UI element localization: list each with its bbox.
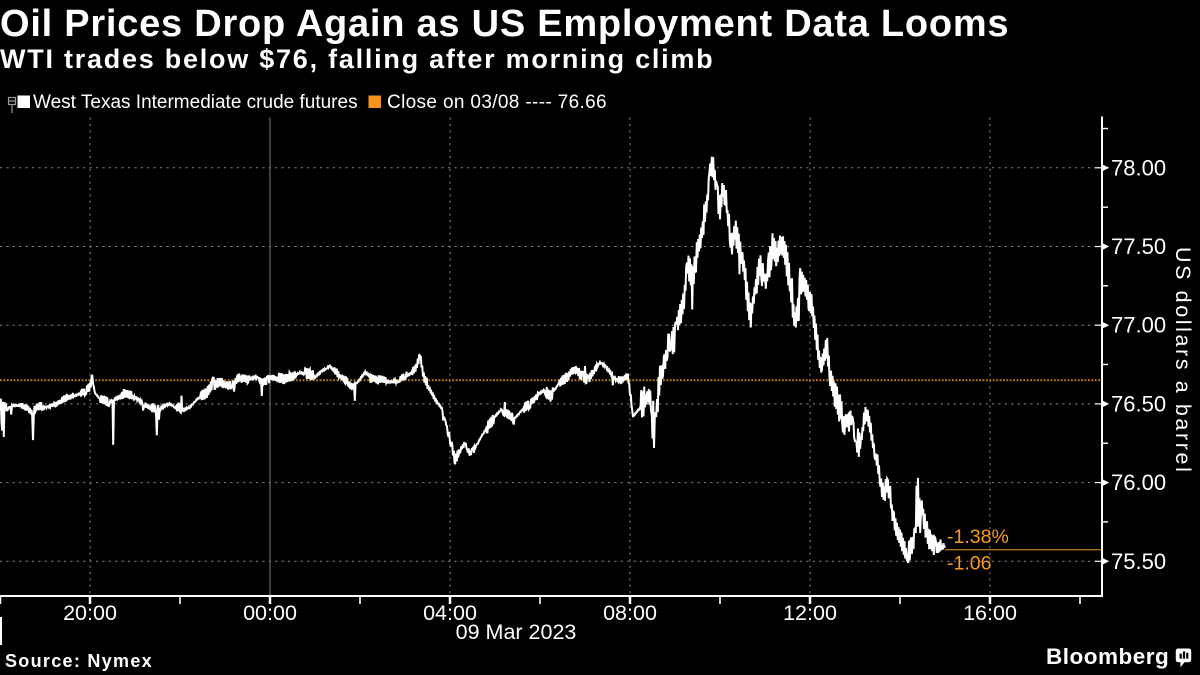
svg-text:West Texas Intermediate crude: West Texas Intermediate crude futures: [33, 92, 358, 113]
svg-text:77.00: 77.00: [1111, 313, 1166, 338]
svg-text:-1.38%: -1.38%: [947, 526, 1009, 548]
svg-text:04:00: 04:00: [423, 601, 477, 625]
svg-text:75.50: 75.50: [1111, 549, 1166, 574]
svg-text:-1.06: -1.06: [947, 553, 991, 575]
svg-text:08:00: 08:00: [603, 601, 657, 625]
svg-text:09 Mar 2023: 09 Mar 2023: [456, 620, 577, 644]
svg-text:20:00: 20:00: [63, 601, 117, 625]
svg-text:Close on 03/08 ---- 76.66: Close on 03/08 ---- 76.66: [387, 92, 607, 113]
svg-text:00:00: 00:00: [243, 601, 297, 625]
svg-text:78.00: 78.00: [1111, 155, 1166, 180]
svg-text:US dollars a barrel: US dollars a barrel: [1171, 247, 1195, 474]
svg-text:76.00: 76.00: [1111, 470, 1166, 495]
svg-text:76.50: 76.50: [1111, 391, 1166, 416]
svg-text:77.50: 77.50: [1111, 234, 1166, 259]
svg-text:16:00: 16:00: [963, 601, 1017, 625]
svg-text:12:00: 12:00: [783, 601, 837, 625]
